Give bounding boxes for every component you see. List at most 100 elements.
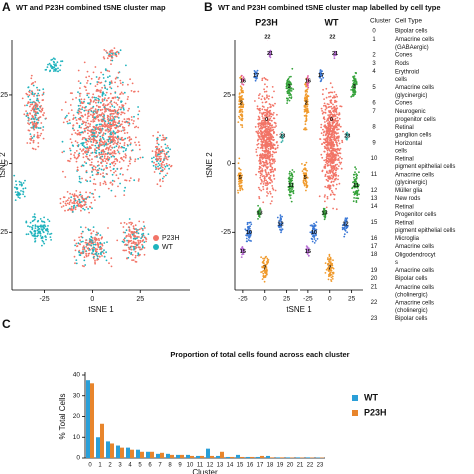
cell-dot bbox=[69, 149, 72, 152]
cell-dot bbox=[115, 115, 117, 118]
cell-dot bbox=[114, 195, 117, 198]
cell-dot bbox=[126, 131, 129, 134]
cell-dot bbox=[26, 142, 29, 144]
cell-dot bbox=[329, 259, 332, 261]
cluster-id: 7 bbox=[372, 109, 376, 115]
cell-dot bbox=[264, 125, 267, 127]
cell-dot bbox=[20, 184, 23, 187]
cell-dot bbox=[127, 246, 130, 249]
cluster-id: 23 bbox=[371, 316, 378, 322]
cell-dot bbox=[26, 104, 28, 107]
cell-dot bbox=[69, 147, 71, 150]
cell-dot bbox=[37, 234, 39, 237]
cell-dot bbox=[119, 82, 122, 85]
cell-dot bbox=[264, 120, 266, 123]
x-tick-label: 11 bbox=[197, 463, 204, 469]
cell-dot bbox=[353, 176, 355, 179]
cell-dot bbox=[80, 235, 83, 238]
cell-dot bbox=[36, 131, 39, 134]
cell-dot bbox=[50, 232, 53, 235]
cell-dot bbox=[89, 125, 91, 127]
panel-label: B bbox=[204, 0, 213, 14]
cell-dot bbox=[107, 143, 109, 146]
cell-dot bbox=[269, 117, 272, 120]
cell-dot bbox=[340, 167, 343, 170]
cell-dot bbox=[263, 122, 266, 125]
cell-dot bbox=[314, 229, 316, 231]
cell-dot bbox=[117, 125, 120, 128]
cell-dot bbox=[245, 229, 248, 232]
cell-dot bbox=[118, 120, 121, 122]
cell-dot bbox=[100, 161, 102, 164]
cell-dot bbox=[341, 226, 344, 229]
cell-dot bbox=[34, 227, 37, 230]
cell-dot bbox=[125, 148, 128, 150]
cell-dot bbox=[94, 155, 96, 158]
cell-dot bbox=[118, 161, 121, 163]
cell-dot bbox=[326, 138, 329, 141]
cell-dot bbox=[44, 235, 47, 237]
cell-dot bbox=[344, 217, 347, 220]
cluster-type: Bipolar cells bbox=[395, 276, 427, 282]
cell-dot bbox=[159, 167, 162, 169]
cell-dot bbox=[70, 109, 73, 111]
cell-dot bbox=[159, 172, 161, 175]
cell-dot bbox=[91, 166, 94, 169]
cell-dot bbox=[325, 268, 328, 271]
cell-dot bbox=[267, 121, 270, 124]
cell-dot bbox=[288, 183, 291, 185]
cell-dot bbox=[69, 192, 71, 195]
cell-dot bbox=[126, 239, 128, 242]
cell-dot bbox=[94, 239, 97, 242]
cell-dot bbox=[307, 84, 309, 87]
cell-dot bbox=[78, 177, 81, 180]
cell-dot bbox=[116, 109, 119, 112]
cell-dot bbox=[110, 141, 113, 143]
cell-dot bbox=[103, 176, 106, 178]
cell-dot bbox=[119, 138, 122, 141]
cell-dot bbox=[117, 139, 119, 141]
cell-dot bbox=[260, 156, 263, 158]
cell-dot bbox=[157, 165, 159, 168]
cell-dot bbox=[341, 139, 343, 142]
cell-dot bbox=[127, 144, 129, 147]
cell-dot bbox=[335, 93, 338, 96]
cell-dot bbox=[322, 134, 325, 137]
cell-dot bbox=[79, 205, 82, 208]
cell-dot bbox=[328, 275, 330, 278]
cell-dot bbox=[64, 209, 66, 212]
cell-dot bbox=[249, 230, 252, 233]
cell-dot bbox=[141, 246, 144, 249]
cell-dot bbox=[110, 139, 113, 141]
cell-dot bbox=[305, 186, 308, 189]
cell-dot bbox=[331, 160, 333, 163]
cell-dot bbox=[271, 126, 274, 129]
cell-dot bbox=[89, 130, 91, 133]
cell-dot bbox=[270, 115, 273, 118]
cell-dot bbox=[111, 146, 113, 149]
cell-dot bbox=[242, 103, 245, 106]
cell-dot bbox=[95, 154, 98, 157]
cell-dot bbox=[16, 194, 19, 197]
cell-dot bbox=[99, 245, 102, 248]
cell-dot bbox=[101, 136, 104, 139]
cell-dot bbox=[129, 78, 132, 81]
cell-dot bbox=[49, 236, 52, 239]
cell-dot bbox=[126, 98, 129, 101]
cell-dot bbox=[106, 139, 109, 141]
cell-dot bbox=[15, 180, 17, 183]
cell-dot bbox=[257, 123, 259, 125]
cell-dot bbox=[353, 88, 355, 91]
cell-dot bbox=[120, 113, 122, 116]
cell-dot bbox=[84, 113, 87, 116]
cell-dot bbox=[103, 255, 106, 258]
cell-dot bbox=[88, 146, 91, 149]
cell-dot bbox=[166, 164, 169, 167]
cell-dot bbox=[30, 74, 33, 77]
cell-dot bbox=[287, 82, 290, 85]
cell-dot bbox=[130, 138, 133, 141]
cluster-type-line: Retinal bbox=[395, 220, 414, 226]
cell-dot bbox=[37, 107, 40, 110]
cell-dot bbox=[91, 128, 94, 131]
cell-dot bbox=[303, 183, 306, 185]
